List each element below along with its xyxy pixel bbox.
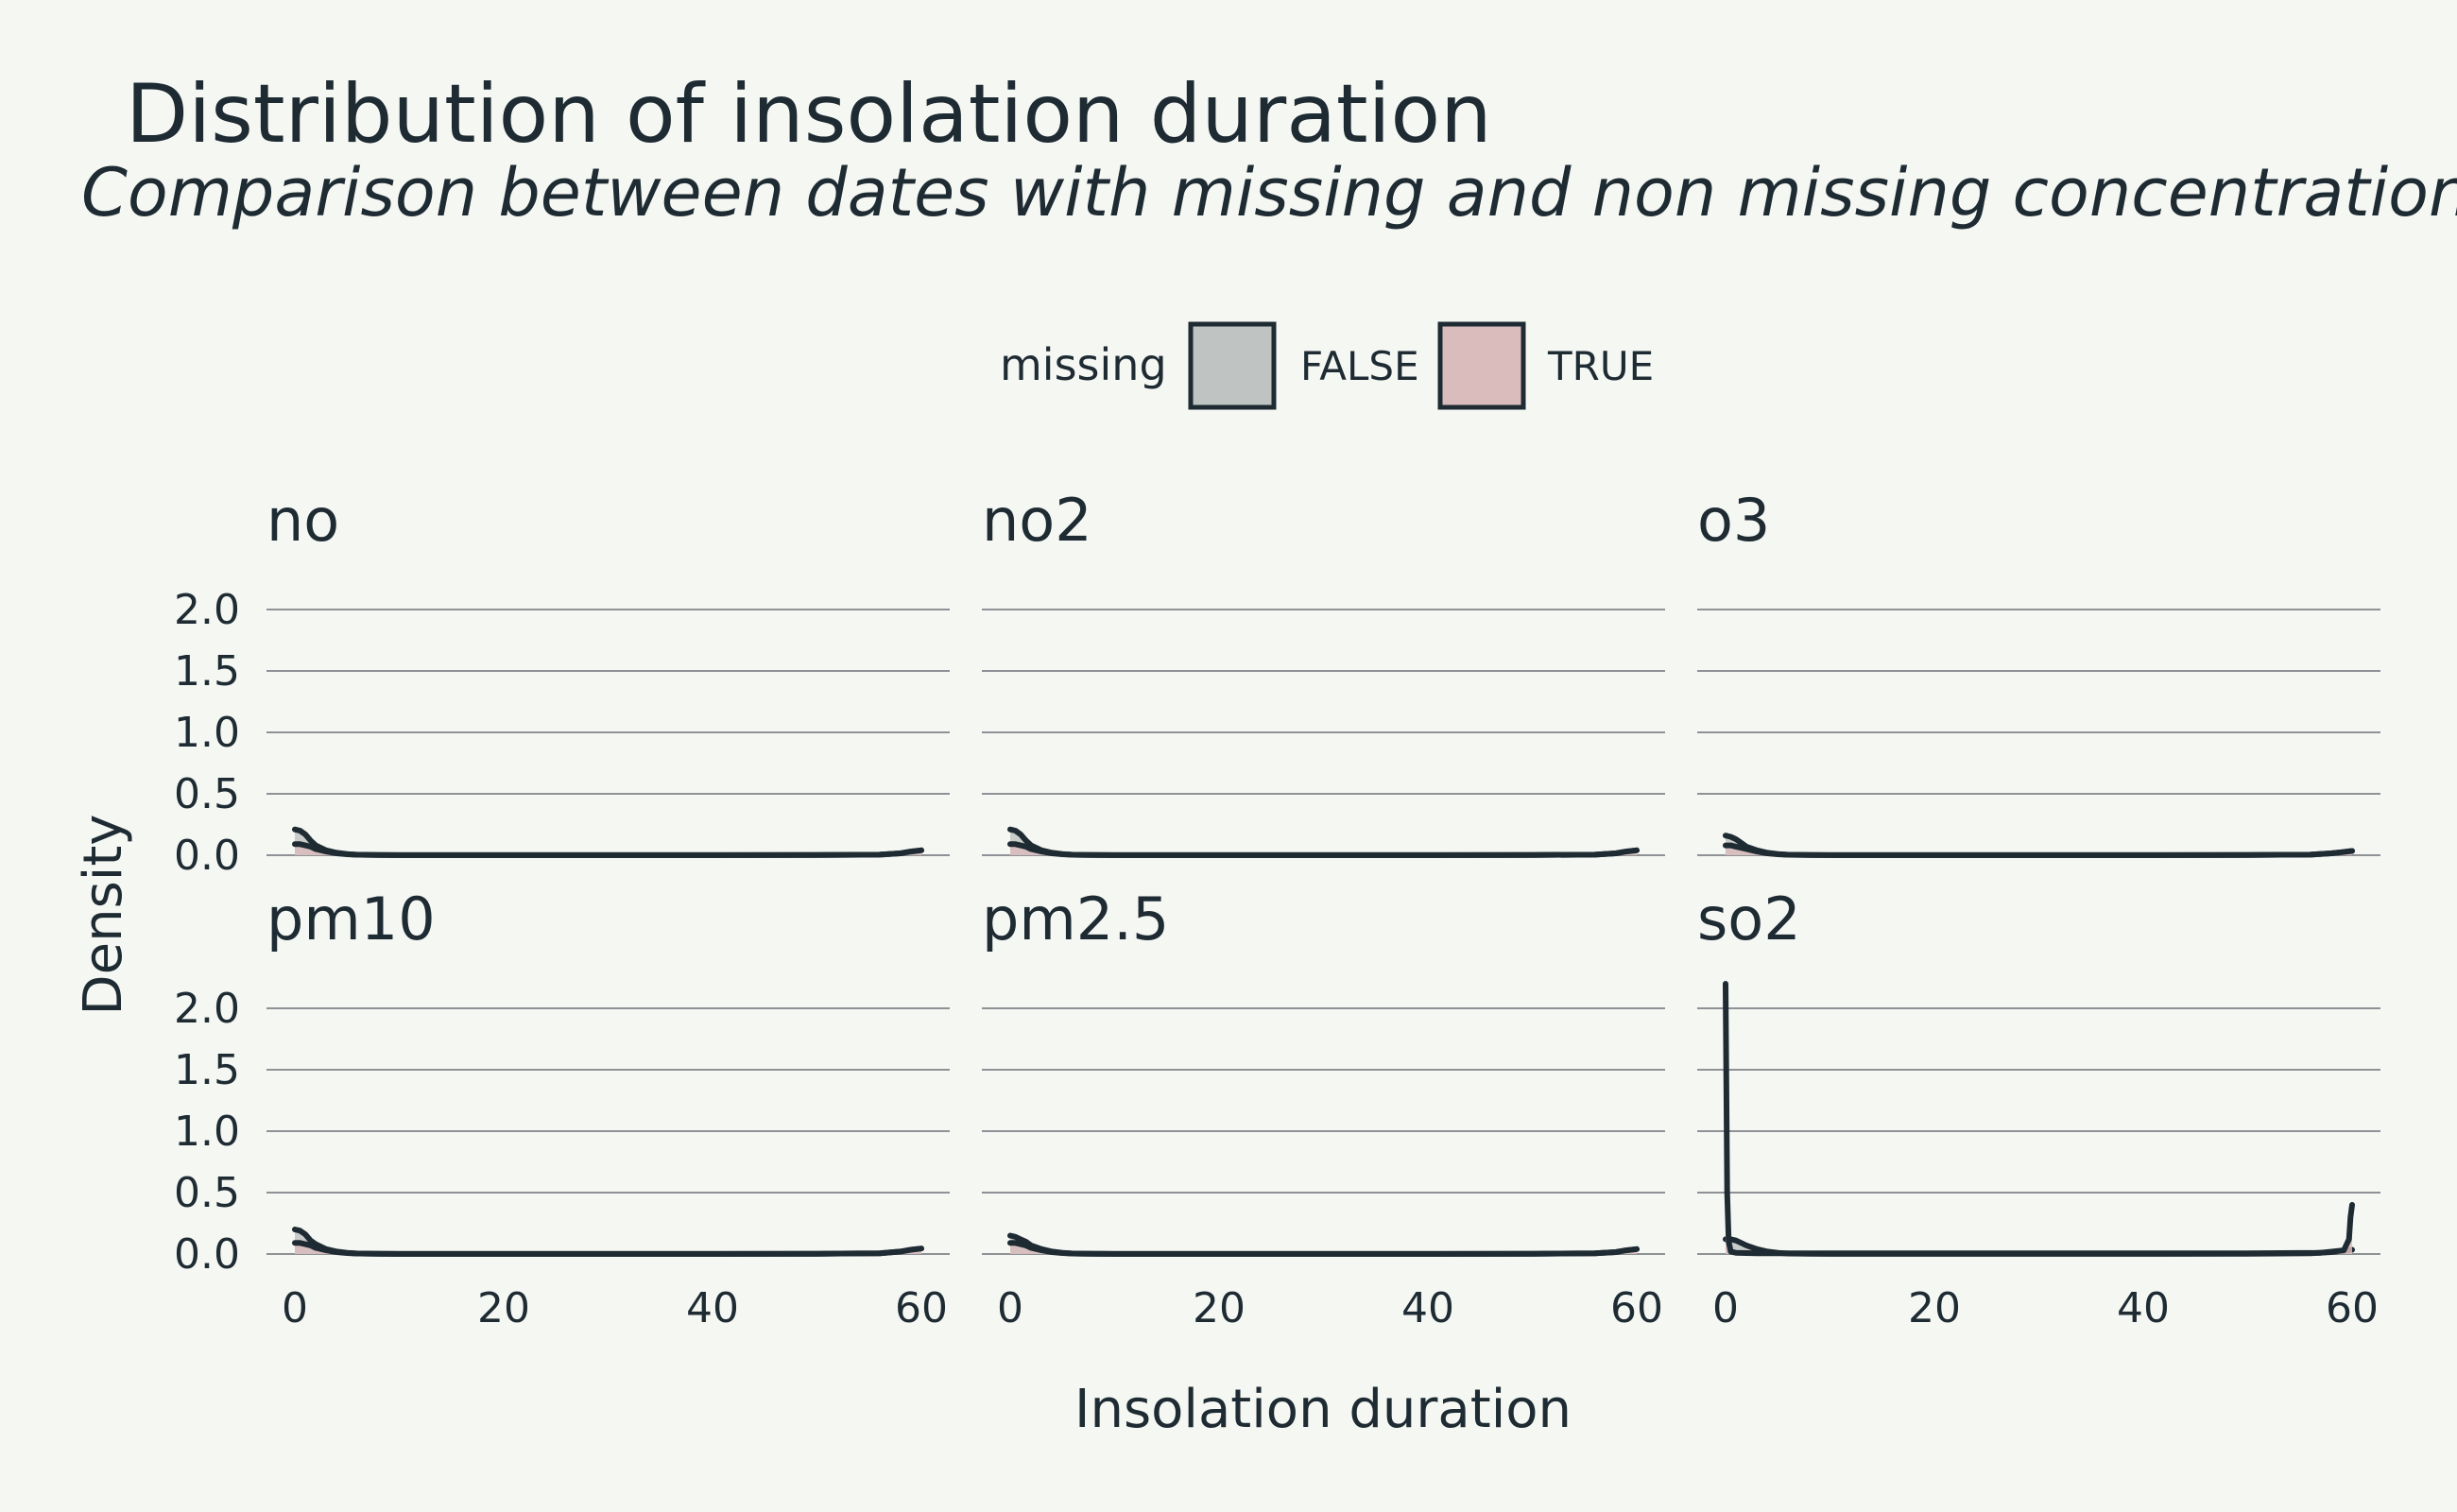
facet-panel-no2: no2: [982, 486, 1665, 858]
legend: missing FALSE TRUE: [1000, 321, 1654, 410]
density-line-false: [292, 1227, 924, 1257]
facet-panel-no: no 0.0 0.5 1.0 1.5 2.0: [174, 486, 950, 880]
facet-panel-o3: o3: [1697, 486, 2380, 858]
facet-strip-label: pm10: [266, 885, 436, 954]
y-tick-label: 0.5: [174, 770, 240, 818]
legend-title: missing: [1000, 339, 1167, 390]
density-line-true: [1007, 841, 1640, 858]
density-line-true: [292, 1240, 924, 1257]
legend-swatch-false: [1188, 321, 1277, 410]
density-area-false: [1010, 829, 1637, 855]
density-line-true: [292, 841, 924, 858]
x-tick-label: 60: [1610, 1284, 1663, 1332]
facet-panel-pm10: pm10 0.0 0.5 1.0 1.5 2.0 0 20 40 60: [174, 885, 950, 1332]
y-tick-label: 1.0: [174, 1108, 240, 1156]
density-line-true: [1723, 981, 2355, 1257]
y-tick-label: 0.0: [174, 832, 240, 880]
x-axis-title: Insolation duration: [1074, 1379, 1572, 1440]
legend-label-false: FALSE: [1300, 343, 1419, 389]
x-tick-label: 40: [2117, 1284, 2170, 1332]
y-axis-title: Density: [73, 815, 134, 1016]
facet-panels: no 0.0 0.5 1.0 1.5 2.0 no2 o3 pm10 0.0 0.5 1.0 1.5 2.…: [174, 486, 2380, 1332]
facet-strip-label: no: [266, 486, 339, 555]
y-tick-label: 2.0: [174, 985, 240, 1033]
x-tick-label: 40: [1401, 1284, 1454, 1332]
legend-swatch-true: [1437, 321, 1526, 410]
x-tick-label: 0: [997, 1284, 1023, 1332]
density-line-false: [1007, 826, 1640, 858]
density-line-true: [1723, 842, 2355, 858]
chart-subtitle: Comparison between dates with missing an…: [81, 154, 2457, 232]
x-tick-label: 0: [282, 1284, 308, 1332]
facet-strip-label: no2: [982, 486, 1092, 555]
y-tick-label: 0.5: [174, 1169, 240, 1217]
facet-panel-pm2.5: pm2.5 0 20 40 60: [982, 885, 1665, 1332]
y-tick-label: 1.5: [174, 647, 240, 696]
x-tick-label: 0: [1712, 1284, 1739, 1332]
legend-label-true: TRUE: [1547, 343, 1654, 389]
density-line-true: [1007, 1240, 1640, 1257]
facet-panel-so2: so2 0 20 40 60: [1697, 885, 2380, 1332]
density-line-false: [292, 826, 924, 858]
x-tick-label: 20: [477, 1284, 530, 1332]
density-area-true: [1726, 984, 2352, 1254]
facet-strip-label: so2: [1697, 885, 1801, 954]
y-tick-label: 1.5: [174, 1046, 240, 1094]
y-tick-label: 2.0: [174, 586, 240, 634]
chart-title: Distribution of insolation duration: [126, 67, 1492, 162]
facet-strip-label: o3: [1697, 486, 1770, 555]
density-area-false: [295, 829, 921, 855]
x-tick-label: 20: [1193, 1284, 1246, 1332]
x-tick-label: 20: [1908, 1284, 1961, 1332]
y-tick-label: 0.0: [174, 1230, 240, 1279]
x-tick-label: 60: [2326, 1284, 2379, 1332]
density-area-false: [295, 1229, 921, 1254]
y-tick-label: 1.0: [174, 709, 240, 757]
x-tick-label: 60: [895, 1284, 948, 1332]
x-tick-label: 40: [686, 1284, 739, 1332]
facet-strip-label: pm2.5: [982, 885, 1169, 954]
